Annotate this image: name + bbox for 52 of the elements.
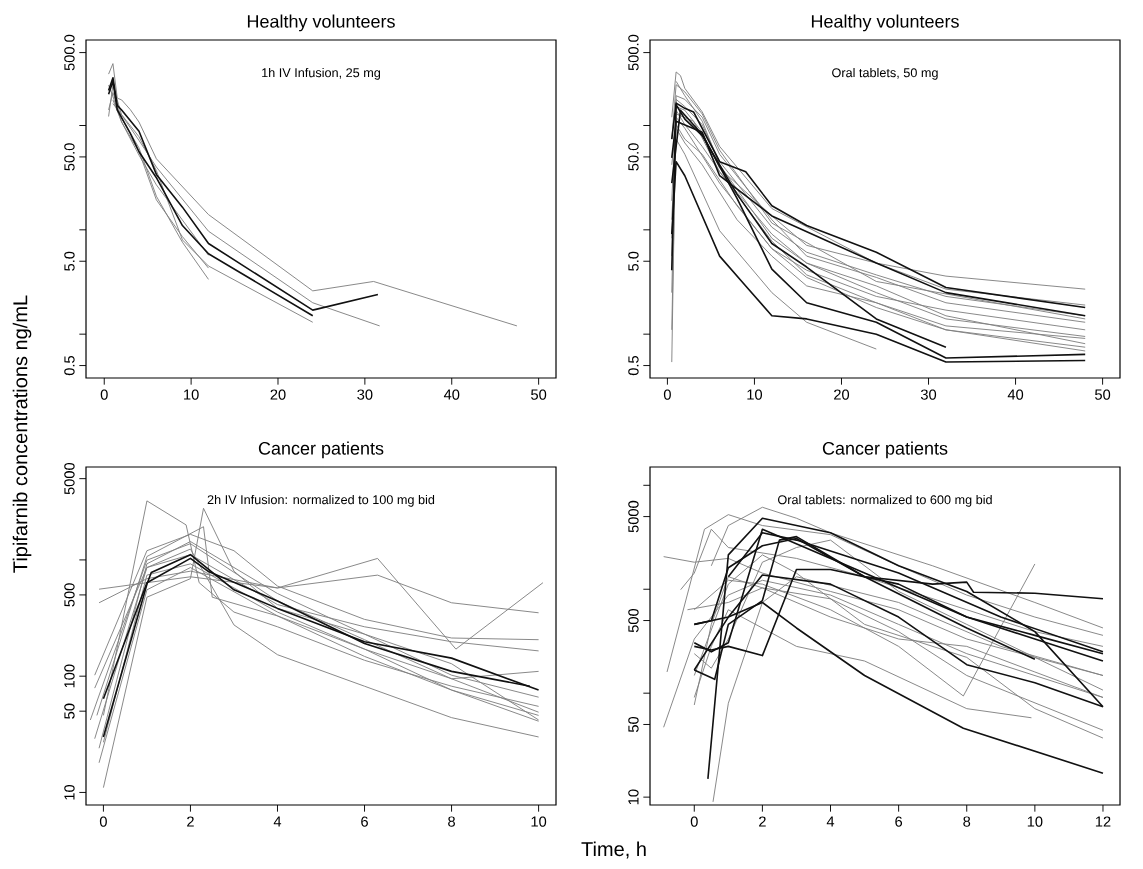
x-tick-label: 0 [690, 816, 698, 827]
y-tick-label: 500 [64, 583, 75, 607]
x-tick-label: 0 [100, 389, 108, 400]
y-tick-label: 50.0 [628, 143, 639, 171]
y-tick-label: 500.0 [64, 34, 75, 71]
x-tick-label: 2 [187, 816, 194, 827]
x-tick-label: 50 [531, 389, 547, 400]
x-tick-label: 10 [1027, 816, 1043, 827]
y-tick-label: 50 [64, 703, 75, 719]
x-tick-label: 4 [826, 816, 835, 827]
x-tick-label: 4 [273, 816, 282, 827]
x-tick-label: 10 [747, 389, 763, 400]
x-tick-label: 10 [531, 816, 547, 827]
y-tick-label: 10 [628, 789, 639, 805]
y-tick-label: 5.0 [64, 251, 75, 271]
x-tick-label: 0 [663, 389, 671, 400]
x-tick-label: 2 [759, 816, 766, 827]
y-tick-label: 5000 [64, 462, 75, 495]
y-tick-label: 0.5 [64, 356, 75, 376]
x-tick-label: 6 [361, 816, 368, 827]
y-tick-label: 50 [628, 716, 639, 733]
x-tick-label: 40 [1007, 389, 1024, 400]
chart-title: Cancer patients [822, 441, 948, 459]
x-axis-title: Time, h [581, 841, 646, 859]
annotation: 2h IV Infusion: normalized to 100 mg bid [207, 494, 435, 507]
x-tick-label: 40 [443, 389, 460, 400]
y-tick-label: 100 [64, 664, 75, 688]
y-tick-label: 500 [628, 608, 639, 633]
x-tick-label: 20 [834, 389, 850, 400]
y-tick-label: 5.0 [628, 251, 639, 271]
annotation: 1h IV Infusion, 25 mg [262, 67, 381, 80]
y-axis-title: Tipifarnib concentrations ng/mL [12, 295, 32, 573]
x-tick-label: 20 [270, 389, 286, 400]
x-tick-label: 6 [895, 816, 903, 827]
y-tick-label: 500.0 [628, 34, 639, 71]
x-tick-label: 8 [448, 816, 455, 827]
y-tick-label: 50.0 [64, 143, 75, 171]
x-tick-label: 30 [920, 389, 937, 400]
x-tick-label: 12 [1095, 816, 1111, 827]
x-tick-label: 30 [357, 389, 373, 400]
y-tick-label: 0.5 [628, 356, 639, 376]
chart-title: Healthy volunteers [811, 14, 959, 32]
x-tick-label: 10 [184, 389, 199, 400]
chart-title: Healthy volunteers [247, 14, 395, 32]
y-tick-label: 10 [64, 784, 75, 800]
y-tick-label: 5000 [628, 500, 639, 533]
chart-title: Cancer patients [258, 441, 384, 459]
x-tick-label: 50 [1095, 389, 1111, 400]
x-tick-label: 8 [963, 816, 971, 827]
annotation: Oral tablets, 50 mg [832, 67, 938, 80]
x-tick-label: 0 [99, 816, 107, 827]
annotation: Oral tablets: normalized to 600 mg bid [778, 494, 992, 507]
